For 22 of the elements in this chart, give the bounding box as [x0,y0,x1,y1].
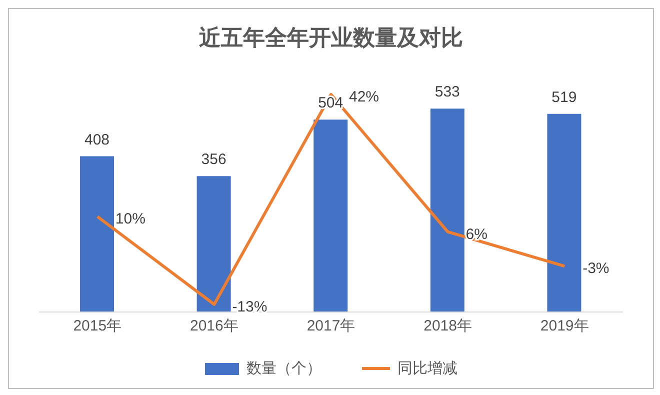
data-label: 408 [84,131,110,148]
legend-label: 同比增减 [398,359,458,378]
data-label: -3% [582,260,610,278]
x-tick-label: 2016年 [190,318,238,335]
legend-label: 数量（个） [246,359,322,378]
bar [430,108,464,312]
x-tick-label: 2019年 [540,318,589,335]
bar [80,156,114,312]
data-label: 519 [552,88,577,106]
x-tick-label: 2015年 [73,318,122,335]
data-label: 356 [201,151,226,168]
bar [547,114,582,312]
data-label: 42% [349,88,380,106]
bar [314,120,348,312]
data-label: 6% [466,226,488,243]
chart-title: 近五年全年开业数量及对比 [198,24,464,52]
bar [196,176,231,312]
data-label: 10% [115,210,146,228]
x-tick-label: 2017年 [306,318,356,335]
data-label: -13% [232,298,268,316]
data-label: 533 [434,84,460,101]
x-tick-label: 2018年 [424,318,472,335]
